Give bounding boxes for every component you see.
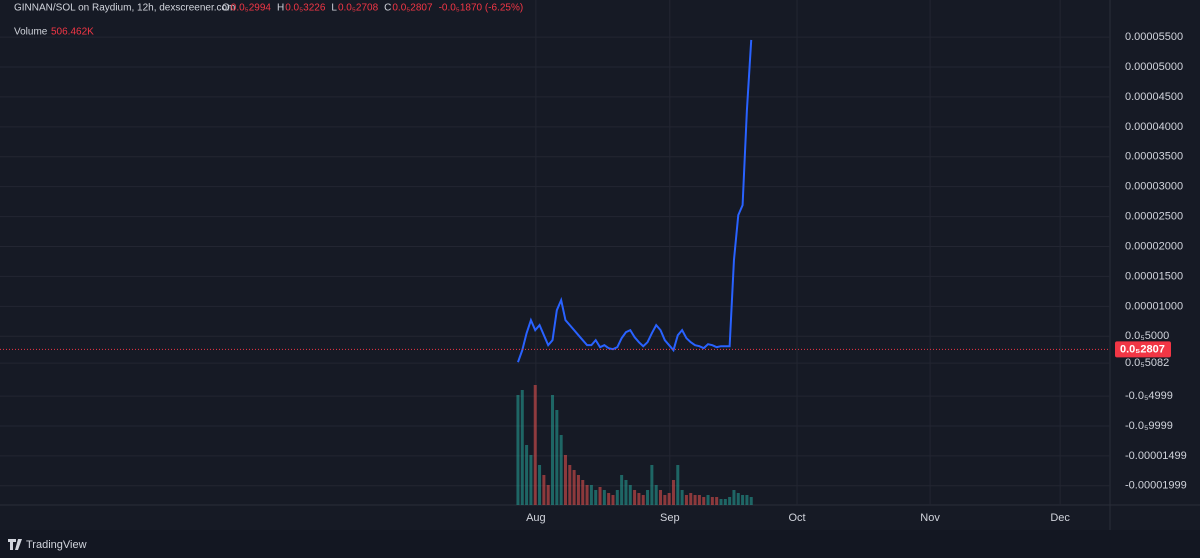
ohlc-key: L: [331, 3, 337, 14]
price-line: [517, 39, 753, 363]
volume-bar: [641, 495, 645, 505]
volume-value: 506.462K: [51, 27, 94, 38]
last-price-box: [1115, 341, 1171, 358]
y-tick-label: 0.00004000: [1125, 121, 1183, 133]
y-tick-label: 0.0₅5082: [1125, 357, 1169, 369]
y-tick-label: -0.00001999: [1125, 480, 1187, 492]
volume-bar: [568, 465, 572, 505]
x-tick-label: Oct: [788, 512, 805, 524]
x-tick-label: Aug: [526, 512, 546, 524]
y-tick-label: 0.00005000: [1125, 61, 1183, 73]
volume-bar: [697, 495, 701, 505]
x-tick-label: Nov: [920, 512, 940, 524]
tradingview-logo: [8, 539, 22, 550]
volume-bar: [585, 485, 589, 505]
footer-text: TradingView: [26, 539, 87, 551]
last-price-label: 0.0₅2807: [1120, 343, 1165, 355]
volume-bar: [732, 490, 736, 505]
volume-bar: [598, 487, 602, 505]
ohlc-key: O: [222, 3, 230, 14]
y-tick-label: 0.0₅5000: [1125, 330, 1169, 342]
volume-bar: [551, 395, 555, 505]
y-tick-label: 0.00005500: [1125, 31, 1183, 43]
volume-bar: [659, 490, 663, 505]
volume-bar: [555, 410, 559, 505]
volume-bar: [615, 490, 619, 505]
volume-bar: [646, 490, 650, 505]
volume-bar: [676, 465, 680, 505]
volume-bar: [589, 485, 593, 505]
volume-bar: [520, 390, 524, 505]
volume-bar: [710, 497, 714, 505]
ohlc-key: C: [384, 3, 391, 14]
ohlc-key: H: [277, 3, 284, 14]
y-tick-label: 0.00002500: [1125, 211, 1183, 223]
volume-bar: [563, 455, 567, 505]
volume-bar: [624, 480, 628, 505]
volume-bar: [736, 493, 740, 505]
volume-bar: [611, 495, 615, 505]
volume-bar: [602, 490, 606, 505]
y-tick-label: 0.00001000: [1125, 300, 1183, 312]
volume-bar: [684, 495, 688, 505]
volume-bar: [529, 455, 533, 505]
volume-bar: [663, 495, 667, 505]
volume-bar: [667, 493, 671, 505]
volume-bar: [607, 493, 611, 505]
volume-bar: [546, 485, 550, 505]
volume-bar: [628, 485, 632, 505]
volume-bar: [723, 499, 727, 505]
volume-bar: [538, 465, 542, 505]
volume-bar: [680, 490, 684, 505]
volume-bar: [576, 475, 580, 505]
y-tick-label: 0.00003500: [1125, 151, 1183, 163]
volume-bar: [689, 493, 693, 505]
ohlc-value: 0.0₅2708: [338, 3, 379, 14]
volume-bar: [633, 490, 637, 505]
x-tick-label: Dec: [1050, 512, 1070, 524]
volume-bar: [637, 493, 641, 505]
volume-bar: [572, 470, 576, 505]
volume-bar: [581, 480, 585, 505]
volume-bar: [559, 435, 563, 505]
x-tick-label: Sep: [660, 512, 680, 524]
volume-bar: [728, 497, 732, 505]
volume-bar: [745, 495, 749, 505]
volume-bar: [741, 495, 745, 505]
y-tick-label: 0.00003000: [1125, 181, 1183, 193]
price-change: -0.0₅1870 (-6.25%): [439, 3, 524, 14]
footer-bar: [0, 530, 1200, 558]
volume-bar: [533, 385, 537, 505]
volume-bar: [693, 495, 697, 505]
y-tick-label: 0.00002000: [1125, 240, 1183, 252]
volume-bar: [620, 475, 624, 505]
volume-bar: [654, 485, 658, 505]
volume-bar: [749, 497, 753, 505]
volume-bar: [706, 495, 710, 505]
volume-label: Volume: [14, 27, 48, 38]
volume-bar: [594, 490, 598, 505]
volume-bar: [542, 475, 546, 505]
y-tick-label: 0.00004500: [1125, 91, 1183, 103]
volume-bar: [671, 480, 675, 505]
y-tick-label: -0.0₅9999: [1125, 420, 1173, 432]
ohlc-value: 0.0₅2994: [231, 3, 272, 14]
y-tick-label: 0.00001500: [1125, 270, 1183, 282]
volume-bar: [525, 445, 529, 505]
y-tick-label: -0.00001499: [1125, 450, 1187, 462]
y-tick-label: -0.0₅4999: [1125, 390, 1173, 402]
volume-bar: [715, 497, 719, 505]
volume-bar: [650, 465, 654, 505]
ohlc-value: 0.0₅2807: [392, 3, 433, 14]
ohlc-value: 0.0₅3226: [285, 3, 326, 14]
chart-title: GINNAN/SOL on Raydium, 12h, dexscreener.…: [14, 3, 235, 14]
volume-bar: [516, 395, 520, 505]
volume-bar: [719, 499, 723, 505]
volume-bar: [702, 497, 706, 505]
